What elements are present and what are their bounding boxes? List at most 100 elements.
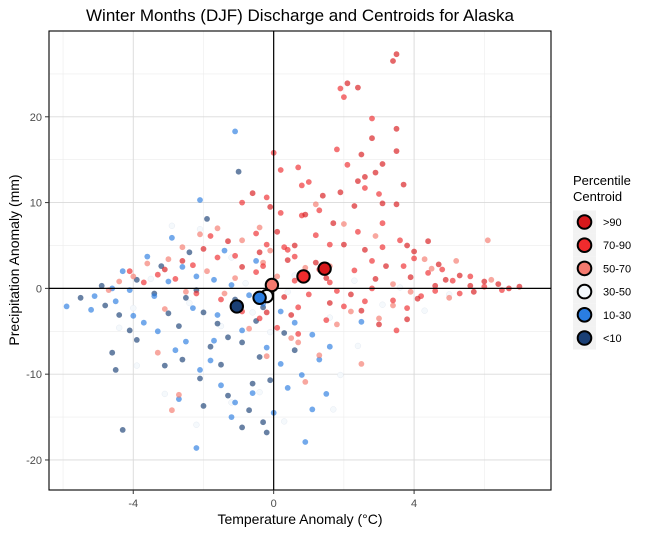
data-point-70to90 <box>323 317 330 323</box>
data-point-50to70 <box>274 273 281 280</box>
data-point-70to90 <box>312 232 319 239</box>
data-point-30to50 <box>330 406 337 413</box>
legend: Percentile Centroid >90 70-90 50-70 30-50 10… <box>573 173 631 350</box>
data-point-lt10 <box>186 249 193 256</box>
data-point-50to70 <box>183 288 189 295</box>
data-point-gt90 <box>362 246 368 253</box>
data-point-10to30 <box>291 319 298 326</box>
data-point-70to90 <box>126 268 133 275</box>
data-point-50to70 <box>267 247 274 254</box>
data-point-lt10 <box>214 320 221 327</box>
x-axis-ticks: -4 0 4 <box>128 490 417 510</box>
legend-label-gt90: >90 <box>603 217 622 229</box>
data-point-30to50 <box>168 222 176 229</box>
data-point-70to90 <box>326 279 333 286</box>
data-point-10to30 <box>284 385 291 391</box>
data-point-gt90 <box>393 125 400 132</box>
data-point-lt10 <box>119 427 126 433</box>
data-point-70to90 <box>344 161 351 168</box>
data-point-70to90 <box>404 305 410 311</box>
data-point-10to30 <box>207 357 214 364</box>
legend-label-lt10: <10 <box>603 333 622 345</box>
data-point-50to70 <box>204 268 210 275</box>
data-point-70to90 <box>393 327 400 334</box>
plot-background <box>49 31 551 490</box>
data-point-gt90 <box>372 169 379 176</box>
data-point-70to90 <box>263 194 270 201</box>
data-point-30to50 <box>196 226 204 233</box>
data-point-gt90 <box>267 204 274 210</box>
legend-label-70to90: 70-90 <box>603 240 631 252</box>
data-point-70to90 <box>439 266 446 273</box>
data-point-10to30 <box>172 347 179 354</box>
data-point-lt10 <box>133 337 140 343</box>
legend-key-50to70 <box>576 260 593 277</box>
data-point-30to50 <box>379 301 386 308</box>
legend-key-30to50 <box>576 283 593 300</box>
data-point-lt10 <box>109 349 116 356</box>
data-points <box>63 51 523 451</box>
data-point-lt10 <box>165 310 172 317</box>
data-point-gt90 <box>358 151 365 158</box>
centroid-lt10 <box>229 299 245 314</box>
data-point-10to30 <box>169 234 175 241</box>
data-point-10to30 <box>88 306 94 313</box>
data-point-lt10 <box>179 356 186 363</box>
legend-label-30to50: 30-50 <box>603 287 631 299</box>
data-point-10to30 <box>232 128 239 135</box>
data-point-70to90 <box>214 254 221 261</box>
data-point-50to70 <box>176 391 182 398</box>
data-point-gt90 <box>383 263 389 269</box>
data-point-70to90 <box>207 233 214 239</box>
data-point-gt90 <box>369 135 375 142</box>
data-point-gt90 <box>249 190 256 197</box>
data-point-10to30 <box>218 382 224 389</box>
data-point-70to90 <box>425 270 431 276</box>
data-point-lt10 <box>176 323 182 329</box>
data-point-50to70 <box>484 237 491 244</box>
data-point-70to90 <box>298 182 305 189</box>
data-point-70to90 <box>295 331 302 337</box>
data-point-10to30 <box>165 278 172 285</box>
data-point-gt90 <box>256 249 263 256</box>
data-point-70to90 <box>379 220 386 227</box>
data-point-10to30 <box>309 331 316 338</box>
data-point-70to90 <box>277 167 284 173</box>
data-point-70to90 <box>334 288 340 294</box>
data-point-gt90 <box>372 276 379 282</box>
data-point-gt90 <box>302 211 309 218</box>
data-point-70to90 <box>190 262 196 269</box>
data-point-10to30 <box>309 406 316 413</box>
data-point-50to70 <box>390 302 396 309</box>
data-point-10to30 <box>326 343 333 350</box>
data-point-lt10 <box>77 294 84 301</box>
data-point-gt90 <box>435 261 442 268</box>
data-point-50to70 <box>348 308 354 315</box>
data-point-70to90 <box>379 244 386 251</box>
data-point-70to90 <box>218 296 224 303</box>
data-point-gt90 <box>239 264 246 270</box>
data-point-30to50 <box>130 305 137 312</box>
data-point-70to90 <box>369 115 375 122</box>
y-tick-label: 0 <box>36 283 42 295</box>
data-point-70to90 <box>369 258 375 264</box>
legend-title-line-2: Centroid <box>573 189 622 204</box>
data-point-gt90 <box>470 288 477 295</box>
y-tick-label: -20 <box>26 455 42 467</box>
data-point-gt90 <box>161 266 168 273</box>
data-point-70to90 <box>263 241 270 248</box>
data-point-10to30 <box>130 312 137 319</box>
data-point-lt10 <box>183 294 189 301</box>
data-point-lt10 <box>98 282 105 289</box>
data-point-lt10 <box>281 330 288 336</box>
data-point-gt90 <box>281 294 288 300</box>
data-point-10to30 <box>358 318 365 325</box>
data-point-lt10 <box>235 168 242 175</box>
data-point-70to90 <box>260 263 266 269</box>
data-point-70to90 <box>154 271 161 278</box>
data-point-10to30 <box>193 273 200 280</box>
data-point-10to30 <box>176 396 182 402</box>
data-point-70to90 <box>337 85 344 92</box>
reference-lines <box>49 31 551 490</box>
data-point-10to30 <box>239 327 246 334</box>
